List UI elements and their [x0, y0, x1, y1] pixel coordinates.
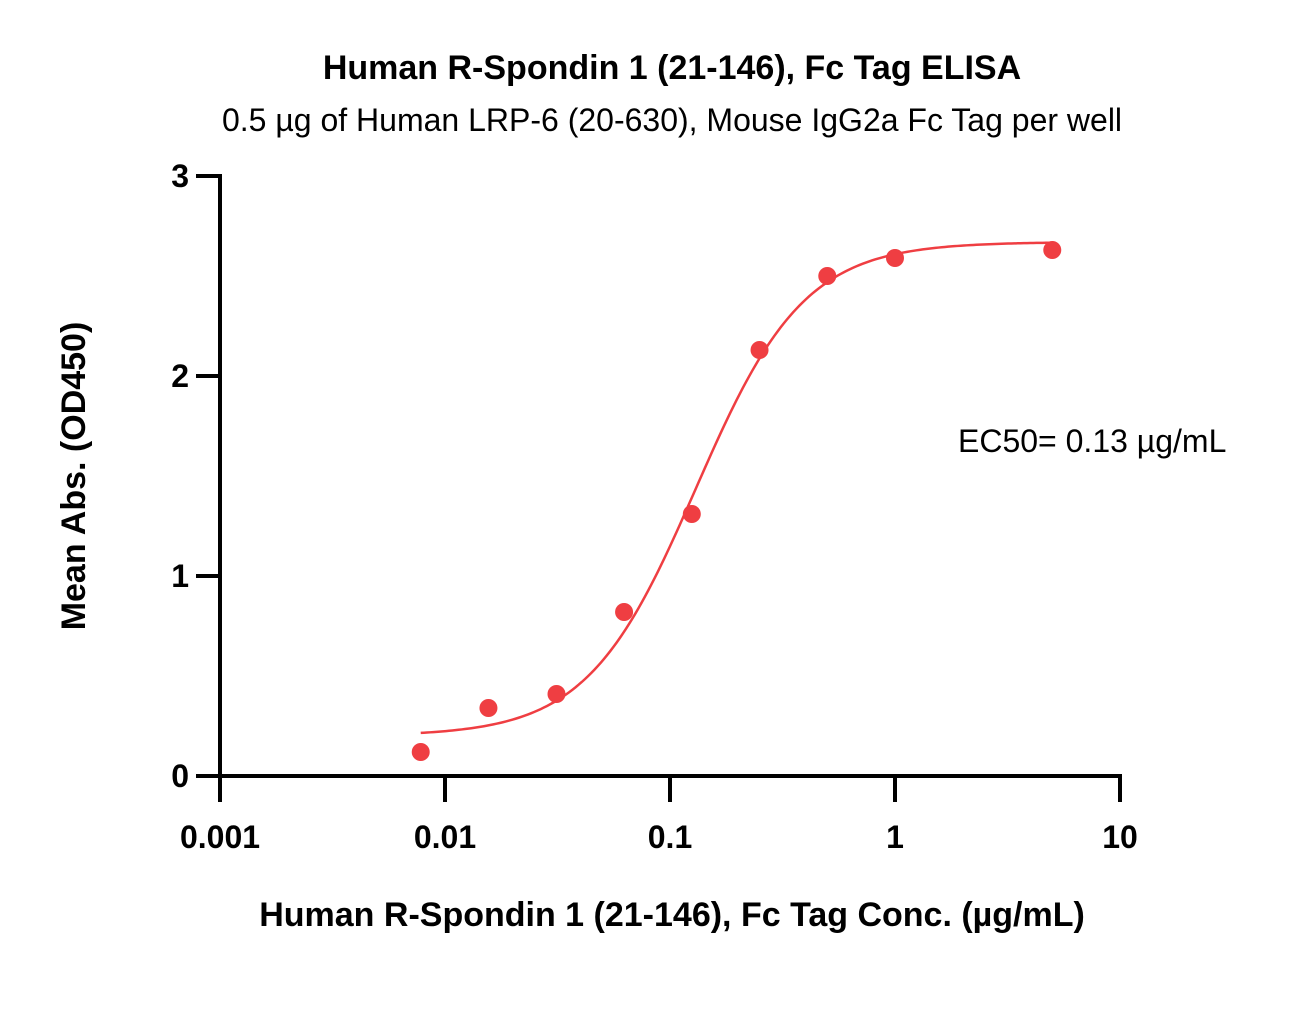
x-tick-label: 0.01: [414, 819, 476, 855]
x-tick-label: 1: [886, 819, 904, 855]
data-point: [479, 699, 498, 717]
y-tick-label: 3: [171, 158, 189, 194]
data-point: [1043, 241, 1062, 259]
x-tick-label: 0.1: [648, 819, 692, 855]
data-point: [750, 341, 769, 359]
chart-title: Human R-Spondin 1 (21-146), Fc Tag ELISA: [323, 49, 1021, 87]
ticks: 0 1 2 3 0.001 0.01 0.1 1 10: [171, 158, 1138, 855]
data-point: [886, 249, 904, 267]
y-tick-label: 1: [171, 558, 189, 594]
data-point: [682, 505, 701, 523]
data-points-layer: [411, 241, 1062, 761]
fit-curve: [420, 241, 1053, 735]
x-tick-label: 0.001: [180, 819, 260, 855]
data-point: [547, 685, 566, 703]
data-point: [411, 743, 430, 761]
data-point: [615, 603, 634, 621]
x-axis-label: Human R-Spondin 1 (21-146), Fc Tag Conc.…: [259, 896, 1085, 934]
y-tick-label: 0: [171, 758, 189, 794]
chart-subtitle: 0.5 µg of Human LRP-6 (20-630), Mouse Ig…: [222, 102, 1122, 138]
x-tick-label: 10: [1102, 819, 1138, 855]
y-axis-label: Mean Abs. (OD450): [55, 322, 93, 631]
fit-curve-layer: [420, 241, 1053, 735]
y-tick-label: 2: [171, 358, 189, 394]
ec50-annotation: EC50= 0.13 µg/mL: [958, 423, 1226, 459]
data-point: [818, 267, 837, 285]
